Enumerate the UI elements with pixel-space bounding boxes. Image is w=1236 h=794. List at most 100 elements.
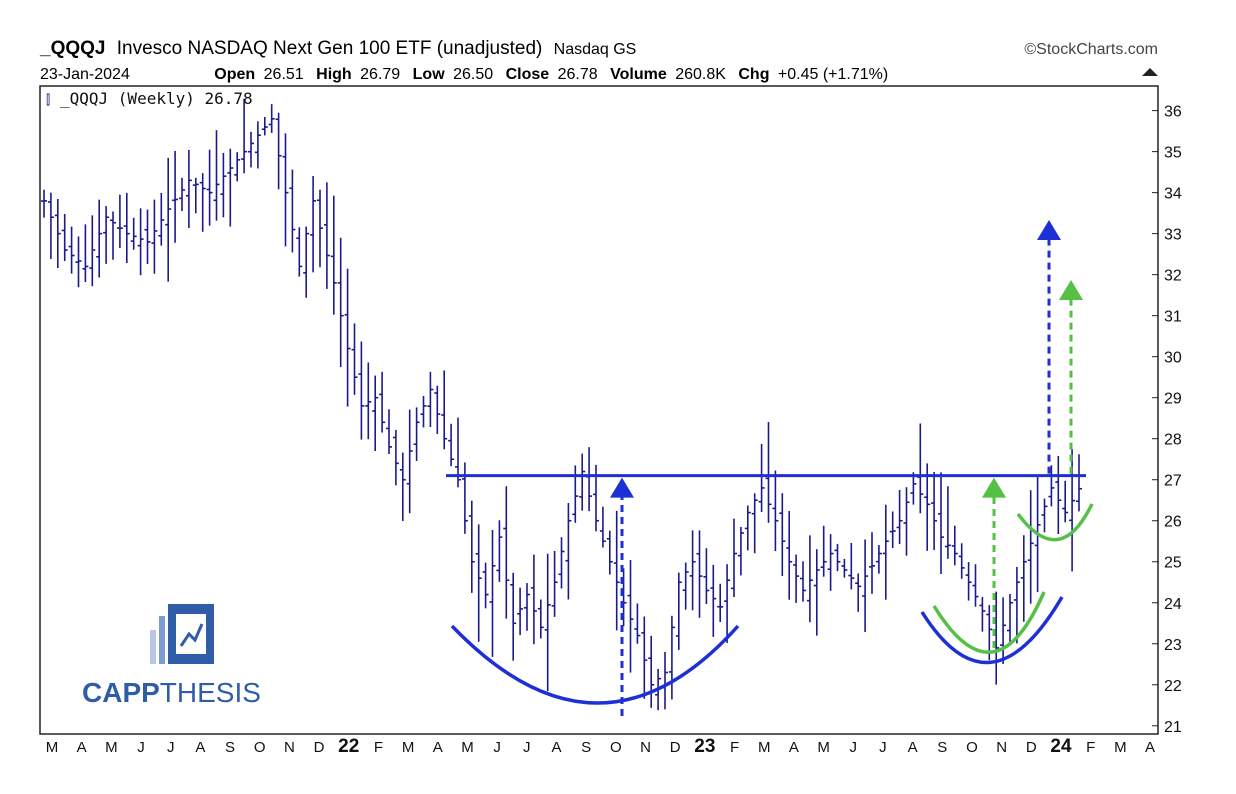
open-label: Open (214, 66, 255, 83)
open-value: 26.51 (264, 66, 304, 83)
ohlc-bar (751, 493, 758, 554)
ohlc-bar (648, 635, 655, 708)
ohlc-bar (68, 226, 75, 274)
ohlc-bar (351, 323, 358, 395)
ohlc-bar (310, 176, 317, 273)
ohlc-bar (89, 215, 96, 287)
arrow-head (1037, 220, 1061, 240)
ohlc-bar (813, 549, 820, 636)
y-tick-label: 21 (1164, 719, 1182, 736)
ohlc-bar (482, 562, 489, 609)
ohlc-bar (1055, 455, 1062, 534)
ohlc-bar (386, 409, 392, 454)
ohlc-bar (903, 487, 910, 556)
green-target-arrow (1059, 280, 1083, 474)
x-tick-label: F (374, 739, 383, 756)
ohlc-bar (958, 543, 965, 579)
ohlc-bar (303, 226, 310, 298)
ohlc-bar (841, 558, 848, 578)
y-axis: 21 22 23 24 25 26 27 28 29 30 31 32 33 34 35 36 (1152, 104, 1182, 736)
header-line-1: _QQQJ Invesco NASDAQ Next Gen 100 ETF (u… (39, 38, 636, 59)
ohlc-bar (579, 453, 586, 511)
blue-target-arrow (1037, 220, 1061, 474)
ohlc-bar (834, 543, 841, 572)
ohlc-bar (696, 530, 703, 618)
ohlc-bar (744, 505, 751, 551)
low-value: 26.50 (453, 66, 493, 83)
x-tick-label: 23 (694, 736, 715, 757)
ohlc-bar (731, 518, 737, 598)
x-tick-label: F (1086, 739, 1095, 756)
x-tick-label: S (581, 739, 591, 756)
ohlc-bar (227, 148, 234, 227)
x-tick-label: N (640, 739, 651, 756)
exchange: Nasdaq GS (554, 41, 637, 58)
ohlc-bar (599, 506, 606, 548)
ohlc-bar (951, 525, 958, 566)
legend: ⫿ _QQQJ (Weekly) 26.78 (46, 89, 253, 108)
legend-label: _QQQJ (Weekly) 26.78 (60, 89, 253, 108)
ohlc-bar (606, 530, 613, 575)
ohlc-bar (172, 150, 179, 243)
y-tick-label: 29 (1164, 391, 1182, 408)
ohlc-bar (765, 422, 772, 523)
ohlc-bar (675, 572, 682, 650)
ohlc-bar (54, 198, 61, 268)
x-tick-label: A (789, 739, 799, 756)
ohlc-bar (855, 573, 862, 612)
ohlc-bar (137, 208, 144, 276)
annotations (446, 220, 1094, 716)
ohlc-bar (392, 429, 399, 486)
x-tick-label: O (966, 739, 978, 756)
ohlc-bar (944, 486, 951, 559)
ohlc-bar (786, 511, 793, 600)
ohlc-bar (689, 530, 696, 611)
x-tick-label: J (523, 739, 531, 756)
ohlc-bar (869, 532, 875, 594)
ohlc-bar (779, 493, 786, 577)
ohlc-bar (634, 603, 641, 644)
small-cup-blue (920, 596, 1064, 665)
close-label: Close (506, 66, 550, 83)
x-tick-label: O (610, 739, 622, 756)
ohlc-bar (434, 385, 441, 434)
ohlc-bar (47, 192, 54, 259)
ohlc-bar (737, 526, 744, 576)
ohlc-bar (372, 375, 379, 451)
ohlc-bar (910, 472, 917, 505)
y-tick-label: 28 (1164, 432, 1182, 449)
fund-name: Invesco NASDAQ Next Gen 100 ETF (unadjus… (117, 38, 543, 59)
ohlc-bar (365, 362, 372, 440)
ohlc-bar (116, 194, 123, 248)
x-tick-label: J (137, 739, 145, 756)
price-bars (41, 98, 1082, 711)
ohlc-bar (703, 548, 710, 604)
chg-value: +0.45 (+1.71%) (778, 66, 888, 83)
handle-curve-green (1016, 503, 1094, 542)
ohlc-bar (862, 539, 869, 633)
ohlc-bar (889, 511, 896, 549)
x-tick-label: A (908, 739, 918, 756)
x-tick-label: A (433, 739, 443, 756)
x-tick-label: M (402, 739, 415, 756)
x-tick-label: M (758, 739, 771, 756)
ohlc-bar (800, 561, 806, 602)
ohlc-bar (123, 192, 130, 264)
ohlc-bar (427, 371, 434, 428)
ohlc-bar (75, 236, 82, 288)
ohlc-bar (1013, 566, 1020, 644)
ticker: _QQQJ (39, 38, 105, 59)
ohlc-bar (524, 583, 530, 631)
ohlc-bar (931, 471, 938, 550)
ohlc-bar (489, 529, 496, 657)
ohlc-bar (1007, 593, 1013, 642)
ohlc-bar (165, 157, 172, 282)
ohlc-bar (848, 543, 855, 590)
volume-value: 260.8K (675, 66, 726, 83)
arrow-head (1059, 280, 1083, 300)
arrow-head (982, 477, 1006, 498)
ohlc-bar (413, 407, 420, 461)
ohlc-bar (268, 104, 275, 133)
x-tick-label: A (77, 739, 87, 756)
logo-bar-2 (159, 616, 165, 664)
